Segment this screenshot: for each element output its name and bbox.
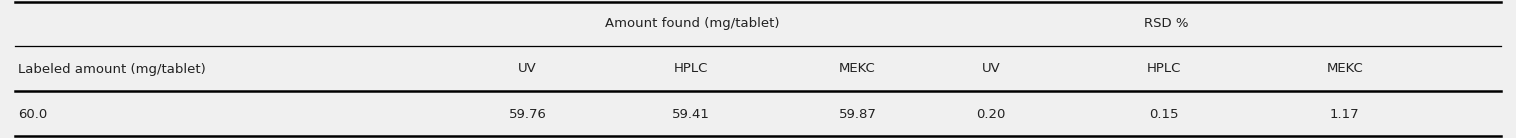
Text: MEKC: MEKC — [1326, 63, 1363, 75]
Text: 59.87: 59.87 — [838, 108, 876, 121]
Text: UV: UV — [518, 63, 537, 75]
Text: RSD %: RSD % — [1145, 17, 1189, 30]
Text: 1.17: 1.17 — [1330, 108, 1360, 121]
Text: 59.76: 59.76 — [509, 108, 547, 121]
Text: HPLC: HPLC — [675, 63, 708, 75]
Text: 59.41: 59.41 — [672, 108, 709, 121]
Text: 60.0: 60.0 — [18, 108, 47, 121]
Text: 0.20: 0.20 — [976, 108, 1007, 121]
Text: Labeled amount (mg/tablet): Labeled amount (mg/tablet) — [18, 63, 206, 75]
Text: 0.15: 0.15 — [1149, 108, 1178, 121]
Text: Amount found (mg/tablet): Amount found (mg/tablet) — [605, 17, 779, 30]
Text: HPLC: HPLC — [1146, 63, 1181, 75]
Text: UV: UV — [982, 63, 1001, 75]
Text: MEKC: MEKC — [840, 63, 876, 75]
